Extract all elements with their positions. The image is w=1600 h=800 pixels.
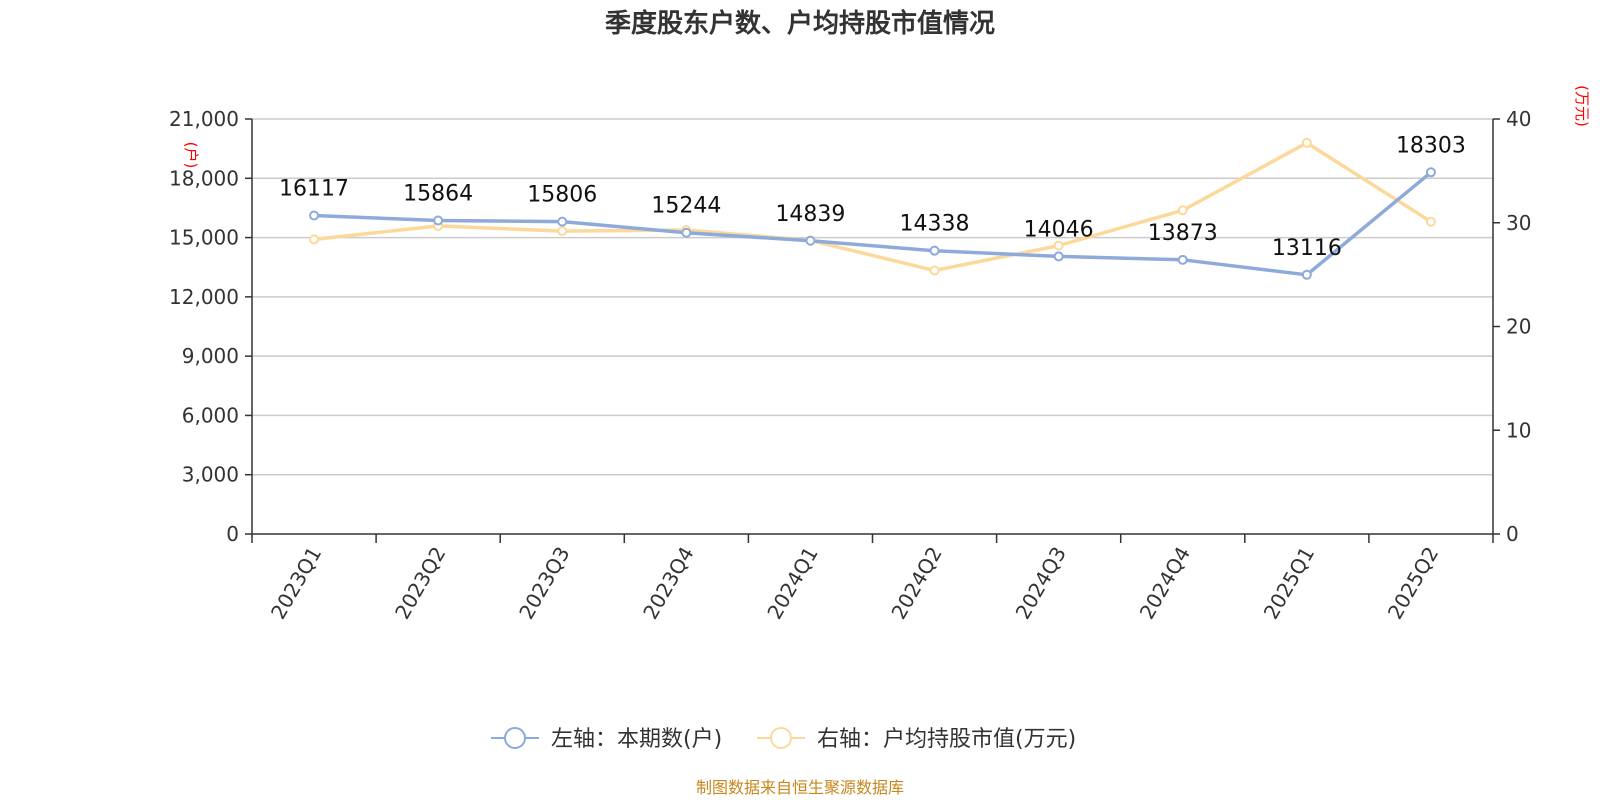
data-point-holders bbox=[557, 216, 568, 227]
data-point-avg-value bbox=[1425, 216, 1436, 227]
data-label: 18303 bbox=[1396, 133, 1466, 158]
right-tick-label: 20 bbox=[1506, 315, 1531, 339]
data-label: 16117 bbox=[279, 176, 349, 201]
legend-item-left-series[interactable]: 左轴：本期数(户) bbox=[491, 727, 722, 752]
right-tick-label: 40 bbox=[1506, 107, 1531, 131]
x-tick-label: 2024Q2 bbox=[886, 543, 946, 624]
x-tick-label: 2024Q1 bbox=[762, 543, 822, 624]
left-axis-ticks: 0 3,000 6,000 9,000 12,000 15,000 18,000 21,000 bbox=[169, 107, 252, 546]
x-axis-ticks: 2023Q1 2023Q2 2023Q3 2023Q4 2024Q1 2024Q2 2024… bbox=[251, 534, 1494, 624]
x-tick-label: 2025Q2 bbox=[1383, 543, 1443, 624]
right-axis-ticks: 0 10 20 30 40 bbox=[1493, 107, 1531, 546]
left-tick-label: 0 bbox=[226, 522, 239, 546]
x-tick-label: 2024Q4 bbox=[1135, 543, 1195, 624]
legend-item-right-series[interactable]: 右轴：户均持股市值(万元) bbox=[757, 727, 1076, 752]
grid-lines bbox=[252, 118, 1493, 476]
data-label: 14046 bbox=[1024, 217, 1094, 242]
data-point-holders bbox=[1177, 254, 1188, 265]
data-point-holders bbox=[309, 210, 320, 221]
data-point-avg-value bbox=[1301, 137, 1312, 148]
legend-right-series-marker bbox=[770, 727, 792, 749]
data-point-holders bbox=[805, 235, 816, 246]
right-axis-unit: (万元) bbox=[1573, 85, 1591, 127]
x-tick-label: 2023Q2 bbox=[390, 543, 450, 624]
left-tick-label: 15,000 bbox=[169, 226, 239, 250]
data-label: 15864 bbox=[403, 181, 473, 206]
data-label: 13873 bbox=[1148, 221, 1218, 246]
left-tick-label: 3,000 bbox=[182, 463, 239, 487]
data-point-avg-value bbox=[1177, 205, 1188, 216]
source-note: 制图数据来自恒生聚源数据库 bbox=[696, 778, 904, 797]
legend[interactable]: 左轴：本期数(户) 右轴：户均持股市值(万元) bbox=[491, 727, 1076, 752]
data-labels: 16117 15864 15806 15244 14839 14338 14046 13873… bbox=[279, 133, 1466, 261]
data-label: 15806 bbox=[527, 183, 597, 208]
series-lines bbox=[313, 141, 1433, 277]
data-point-holders bbox=[433, 215, 444, 226]
x-tick-label: 2023Q1 bbox=[266, 543, 326, 624]
left-tick-label: 12,000 bbox=[169, 285, 239, 309]
x-tick-label: 2024Q3 bbox=[1011, 543, 1071, 624]
series-points bbox=[309, 137, 1436, 280]
data-label: 14839 bbox=[775, 202, 845, 227]
left-tick-label: 18,000 bbox=[169, 166, 239, 190]
data-point-holders bbox=[929, 245, 940, 256]
data-point-holders bbox=[1425, 167, 1436, 178]
data-point-avg-value bbox=[1053, 240, 1064, 251]
legend-right-series-label: 右轴：户均持股市值(万元) bbox=[817, 727, 1076, 752]
chart-title: 季度股东户数、户均持股市值情况 bbox=[605, 8, 995, 39]
legend-left-series-marker bbox=[504, 727, 526, 749]
left-tick-label: 6,000 bbox=[182, 403, 239, 427]
series-line-avg-value bbox=[313, 141, 1432, 273]
data-label: 13116 bbox=[1272, 236, 1342, 261]
left-axis-unit: (户) bbox=[182, 142, 200, 169]
left-tick-label: 21,000 bbox=[169, 107, 239, 131]
data-label: 14338 bbox=[900, 212, 970, 237]
series-line-holders bbox=[314, 170, 1433, 277]
data-point-holders bbox=[681, 227, 692, 238]
data-point-avg-value bbox=[929, 265, 940, 276]
left-tick-label: 9,000 bbox=[182, 344, 239, 368]
data-label: 15244 bbox=[651, 194, 721, 219]
legend-left-series-label: 左轴：本期数(户) bbox=[551, 727, 722, 752]
right-tick-label: 10 bbox=[1506, 418, 1531, 442]
right-tick-label: 30 bbox=[1506, 211, 1531, 235]
data-point-holders bbox=[1301, 269, 1312, 280]
data-point-avg-value bbox=[557, 226, 568, 237]
data-point-avg-value bbox=[309, 234, 320, 245]
data-point-holders bbox=[1053, 251, 1064, 262]
x-tick-label: 2025Q1 bbox=[1259, 543, 1319, 624]
x-tick-label: 2023Q3 bbox=[514, 543, 574, 624]
x-tick-label: 2023Q4 bbox=[638, 543, 698, 624]
right-tick-label: 0 bbox=[1506, 522, 1519, 546]
